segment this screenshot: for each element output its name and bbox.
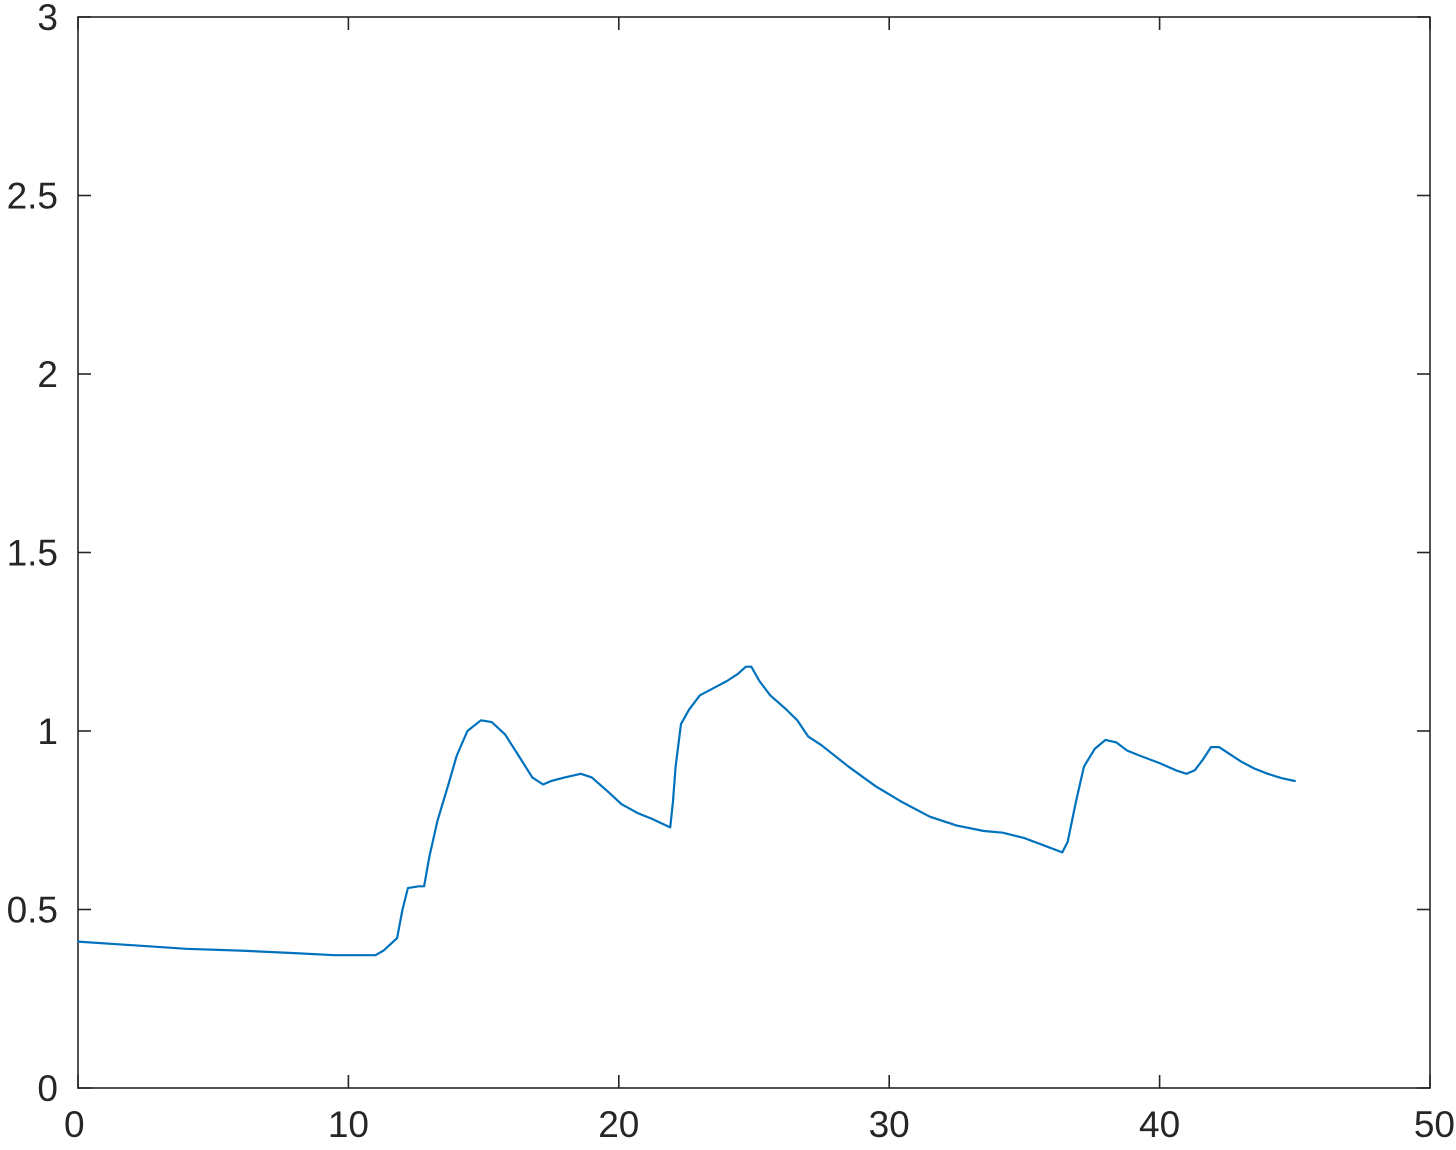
series-line — [76, 665, 1296, 957]
x-tick-label: 0 — [64, 1104, 85, 1145]
y-tick-label: 1.5 — [7, 533, 58, 574]
y-tick-label: 2 — [37, 354, 58, 395]
x-tick-label: 40 — [1139, 1104, 1180, 1145]
series-group — [76, 665, 1296, 957]
x-tick-label: 20 — [598, 1104, 639, 1145]
plot-frame — [77, 16, 1431, 1089]
tick-labels: 0 10 20 30 40 50 0 0.5 1 1.5 2 2.5 3 — [7, 0, 1455, 1145]
y-tick-label: 0.5 — [7, 890, 58, 931]
y-tick-label: 3 — [37, 0, 58, 38]
x-tick-label: 50 — [1414, 1104, 1455, 1145]
x-tick-label: 30 — [869, 1104, 910, 1145]
x-tick-label: 10 — [328, 1104, 369, 1145]
y-tick-label: 0 — [37, 1068, 58, 1109]
ticks — [77, 16, 1431, 1089]
axes-box — [77, 16, 1431, 1089]
y-tick-label: 1 — [37, 711, 58, 752]
y-tick-label: 2.5 — [7, 176, 58, 217]
